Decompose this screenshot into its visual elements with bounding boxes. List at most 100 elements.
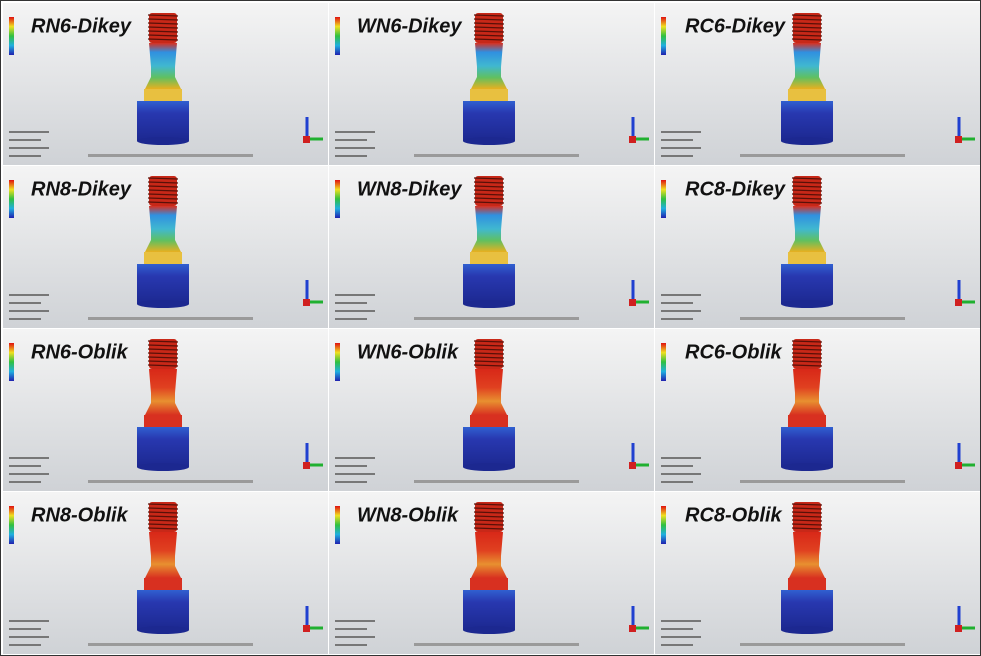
axis-origin <box>629 299 636 306</box>
info-text-line <box>661 644 693 646</box>
implant-collar <box>470 578 508 590</box>
implant-base-bottom <box>781 626 833 634</box>
color-legend <box>9 506 14 544</box>
info-text-line <box>335 155 367 157</box>
panel-label: RC6-Oblik <box>685 341 783 363</box>
scale-bar <box>414 154 579 157</box>
implant-collar <box>788 252 826 264</box>
scale-bar <box>414 480 579 483</box>
implant-base <box>463 101 515 141</box>
implant-base-bottom <box>463 300 515 308</box>
implant-collar <box>144 578 182 590</box>
axis-origin <box>629 136 636 143</box>
panel-label: RN8-Dikey <box>31 178 132 200</box>
implant-base <box>137 101 189 141</box>
info-text-line <box>9 302 41 304</box>
implant-base-bottom <box>137 137 189 145</box>
info-text-line <box>661 302 693 304</box>
info-text-line <box>335 139 367 141</box>
implant-base-bottom <box>463 137 515 145</box>
scale-bar <box>88 154 253 157</box>
info-text-line <box>335 457 375 459</box>
axis-origin <box>955 462 962 469</box>
axis-origin <box>303 462 310 469</box>
axis-origin <box>303 625 310 632</box>
info-text-line <box>335 294 375 296</box>
info-text-line <box>9 155 41 157</box>
implant-base <box>463 590 515 630</box>
info-text-line <box>335 473 375 475</box>
axis-origin <box>629 625 636 632</box>
info-text-line <box>335 147 375 149</box>
implant-collar <box>470 89 508 101</box>
panel: RN8-Oblik <box>3 492 328 654</box>
color-legend <box>661 343 666 381</box>
info-text-line <box>9 139 41 141</box>
panel-label: WN8-Dikey <box>357 178 462 200</box>
implant-collar <box>470 415 508 427</box>
panel-label: WN6-Oblik <box>357 341 459 363</box>
info-text-line <box>661 318 693 320</box>
implant-collar <box>788 578 826 590</box>
info-text-line <box>9 481 41 483</box>
panel: RN8-Dikey <box>3 166 328 328</box>
info-text-line <box>335 636 375 638</box>
info-text-line <box>335 131 375 133</box>
color-legend <box>9 343 14 381</box>
panel: WN6-Oblik <box>329 329 654 491</box>
info-text-line <box>9 636 49 638</box>
implant-base <box>781 264 833 304</box>
info-text-line <box>9 465 41 467</box>
scale-bar <box>740 480 905 483</box>
axis-origin <box>955 625 962 632</box>
panel-label: RC6-Dikey <box>685 15 786 37</box>
info-text-line <box>9 131 49 133</box>
info-text-line <box>9 473 49 475</box>
implant-base <box>463 427 515 467</box>
implant-base-bottom <box>781 463 833 471</box>
implant-base <box>137 427 189 467</box>
implant-collar <box>144 252 182 264</box>
panel-label: RN8-Oblik <box>31 504 129 526</box>
info-text-line <box>335 310 375 312</box>
info-text-line <box>9 620 49 622</box>
implant-base <box>137 590 189 630</box>
info-text-line <box>661 131 701 133</box>
info-text-line <box>661 636 701 638</box>
panel: RC8-Dikey <box>655 166 980 328</box>
color-legend <box>661 180 666 218</box>
info-text-line <box>9 310 49 312</box>
implant-collar <box>144 89 182 101</box>
figure: RN6-DikeyWN6-DikeyRC6-DikeyRN8-DikeyWN8-… <box>0 0 981 656</box>
info-text-line <box>335 628 367 630</box>
implant-base-bottom <box>463 626 515 634</box>
color-legend <box>335 506 340 544</box>
color-legend <box>661 17 666 55</box>
info-text-line <box>661 139 693 141</box>
scale-bar <box>88 643 253 646</box>
implant-collar <box>788 415 826 427</box>
info-text-line <box>9 457 49 459</box>
panel-label: WN8-Oblik <box>357 504 459 526</box>
info-text-line <box>335 318 367 320</box>
panel: WN8-Dikey <box>329 166 654 328</box>
info-text-line <box>661 628 693 630</box>
implant-collar <box>470 252 508 264</box>
info-text-line <box>661 294 701 296</box>
color-legend <box>9 17 14 55</box>
scale-bar <box>740 154 905 157</box>
info-text-line <box>661 155 693 157</box>
scale-bar <box>740 643 905 646</box>
info-text-line <box>9 644 41 646</box>
color-legend <box>661 506 666 544</box>
panel: WN8-Oblik <box>329 492 654 654</box>
info-text-line <box>9 318 41 320</box>
implant-base-bottom <box>463 463 515 471</box>
panel-label: WN6-Dikey <box>357 15 462 37</box>
axis-origin <box>955 299 962 306</box>
info-text-line <box>661 473 701 475</box>
info-text-line <box>335 465 367 467</box>
axis-origin <box>955 136 962 143</box>
info-text-line <box>9 147 49 149</box>
panel-label: RN6-Oblik <box>31 341 129 363</box>
